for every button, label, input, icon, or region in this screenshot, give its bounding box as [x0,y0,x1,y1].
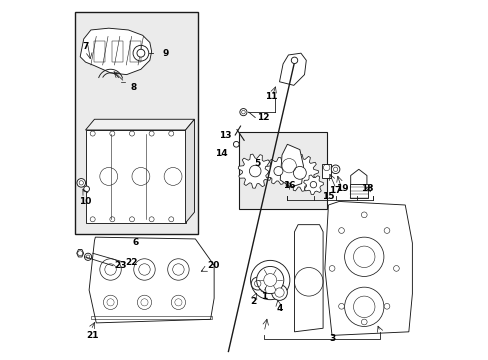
Circle shape [249,165,261,177]
Circle shape [251,277,264,290]
Text: 3: 3 [328,334,334,343]
Text: 17: 17 [328,186,341,195]
Polygon shape [280,144,303,187]
Text: 6: 6 [132,238,139,247]
Circle shape [110,217,115,222]
Bar [94,41,105,62]
Text: 14: 14 [214,149,227,158]
Circle shape [129,217,134,222]
Bar [130,41,141,62]
Polygon shape [281,154,318,191]
Polygon shape [279,53,305,85]
Circle shape [149,217,154,222]
Text: 9: 9 [162,49,168,58]
Circle shape [77,179,85,187]
Circle shape [271,285,287,300]
Circle shape [291,57,297,64]
Circle shape [384,303,389,309]
Bar [85,130,185,223]
Polygon shape [324,202,411,336]
Text: 16: 16 [283,181,295,190]
Circle shape [90,131,95,136]
Circle shape [384,228,389,233]
Circle shape [338,303,344,309]
Text: 10: 10 [79,197,92,206]
Polygon shape [294,225,323,332]
Circle shape [309,181,316,188]
Circle shape [168,217,173,222]
Circle shape [331,165,339,174]
Text: 13: 13 [219,131,231,140]
Circle shape [250,260,289,300]
Text: 7: 7 [82,41,88,50]
Circle shape [83,186,89,192]
Circle shape [273,167,283,176]
Circle shape [90,217,95,222]
Bar [239,132,326,208]
Circle shape [240,109,246,116]
Polygon shape [264,157,291,184]
Text: 12: 12 [257,113,269,122]
Circle shape [393,266,398,271]
Polygon shape [89,237,214,323]
Circle shape [258,269,281,292]
Polygon shape [80,28,151,75]
Text: 11: 11 [264,91,277,100]
Circle shape [361,319,366,325]
Text: 4: 4 [277,304,283,313]
Circle shape [110,131,115,136]
Text: 18: 18 [361,184,373,193]
Circle shape [256,266,283,294]
Circle shape [328,266,334,271]
Text: 19: 19 [336,184,348,193]
Bar [349,184,367,198]
Text: 15: 15 [322,192,334,201]
Circle shape [293,166,305,179]
Polygon shape [350,169,366,194]
Circle shape [168,131,173,136]
Circle shape [149,131,154,136]
Circle shape [233,141,239,147]
Text: 23: 23 [114,261,126,270]
Text: 22: 22 [124,258,137,267]
Polygon shape [238,154,272,188]
Circle shape [274,288,284,297]
Bar [112,41,123,62]
Circle shape [133,45,148,61]
Text: 5: 5 [254,159,260,168]
Text: 1: 1 [261,292,267,301]
Text: 2: 2 [250,297,256,306]
Polygon shape [185,119,194,223]
Circle shape [338,228,344,233]
Bar [322,164,330,178]
Bar [75,12,198,234]
Polygon shape [303,175,323,195]
Text: 21: 21 [86,331,99,340]
Text: 20: 20 [206,261,219,270]
Polygon shape [77,249,83,257]
Circle shape [84,253,91,260]
Circle shape [361,212,366,218]
Text: 8: 8 [130,83,137,92]
Circle shape [137,49,144,57]
Polygon shape [85,119,194,130]
Circle shape [263,274,276,287]
Circle shape [129,131,134,136]
